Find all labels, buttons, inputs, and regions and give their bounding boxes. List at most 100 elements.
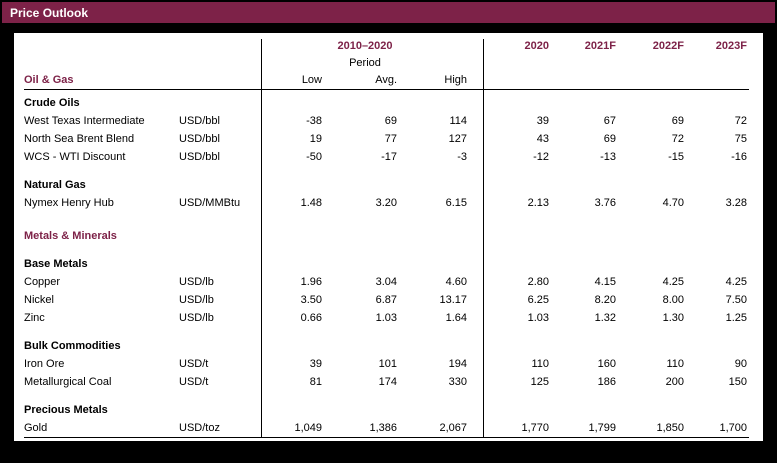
section-label: Precious Metals [24, 404, 108, 416]
value-cell: 69 [384, 115, 397, 127]
unit-label [179, 255, 261, 273]
year-header-2022f: 2022F [652, 40, 684, 52]
value-cell: 1,770 [521, 422, 549, 434]
title-bar: Price Outlook [2, 2, 775, 23]
value-cell: 0.66 [300, 312, 322, 324]
value-cell: 200 [665, 376, 684, 388]
value-cell: 194 [448, 358, 467, 370]
table-row-metallurgical-coal: Metallurgical Coal USD/t 81 174 330 125 186 200… [24, 373, 749, 391]
unit-label [179, 337, 261, 355]
table-row-nickel: Nickel USD/lb 3.50 6.87 13.17 6.25 8.20 8.00 7.5… [24, 291, 749, 309]
value-cell: 4.60 [445, 276, 467, 288]
value-cell: 75 [734, 133, 747, 145]
value-cell: 4.25 [725, 276, 747, 288]
commodity-name: Zinc [24, 312, 45, 324]
section-row-natural-gas: Natural Gas [24, 176, 749, 194]
divider-historical-columns [261, 39, 262, 437]
value-cell: -38 [306, 115, 322, 127]
value-cell: 160 [597, 358, 616, 370]
value-cell: 2,067 [439, 422, 467, 434]
commodity-name: Metallurgical Coal [24, 376, 112, 388]
value-cell: 39 [309, 358, 322, 370]
value-cell: 1.32 [594, 312, 616, 324]
unit-label: USD/MMBtu [179, 197, 241, 209]
unit-label: USD/lb [179, 312, 214, 324]
value-cell: 72 [734, 115, 747, 127]
value-cell: 4.70 [662, 197, 684, 209]
value-cell: 127 [448, 133, 467, 145]
header-row-columns: Oil & Gas Low Avg. High [24, 72, 749, 89]
divider-forecast-columns [483, 39, 484, 437]
commodity-name: Iron Ore [24, 358, 65, 370]
value-cell: 2.80 [527, 276, 549, 288]
value-cell: 19 [309, 133, 322, 145]
commodity-name: WCS - WTI Discount [24, 151, 126, 163]
value-cell: 81 [309, 376, 322, 388]
period-range-header: 2010–2020 [337, 40, 393, 52]
value-cell: 1,799 [588, 422, 616, 434]
value-cell: 39 [536, 115, 549, 127]
table-row-west-texas-intermediate: West Texas Intermediate USD/bbl -38 69 114 39… [24, 112, 749, 130]
value-cell: 1.25 [725, 312, 747, 324]
section-label: Bulk Commodities [24, 340, 121, 352]
value-cell: 6.25 [527, 294, 549, 306]
value-cell: 43 [536, 133, 549, 145]
value-cell: 1.96 [300, 276, 322, 288]
value-cell: 67 [603, 115, 616, 127]
table-body: Crude Oils West Texas Intermediate USD/bbl… [24, 94, 763, 437]
value-cell: -16 [731, 151, 747, 163]
year-header-2021f: 2021F [584, 40, 616, 52]
value-cell: 4.25 [662, 276, 684, 288]
value-cell: 69 [603, 133, 616, 145]
value-cell: 90 [734, 358, 747, 370]
value-cell: 1,049 [294, 422, 322, 434]
section-row-bulk-commodities: Bulk Commodities [24, 337, 749, 355]
value-cell: 101 [378, 358, 397, 370]
unit-label: USD/t [179, 358, 209, 370]
price-outlook-table: 2010–2020 2020 2021F 2022F 2023F Period … [14, 33, 763, 441]
value-cell: 110 [531, 358, 549, 370]
column-header-high: High [444, 74, 467, 86]
value-cell: 3.76 [594, 197, 616, 209]
value-cell: 1.30 [662, 312, 684, 324]
header-spacer [24, 38, 261, 55]
value-cell: 1,386 [369, 422, 397, 434]
value-cell: 1,700 [719, 422, 747, 434]
table-row-wcs-wti-discount: WCS - WTI Discount USD/bbl -50 -17 -3 -12 -13 -… [24, 148, 749, 166]
unit-label [179, 176, 261, 194]
unit-label: USD/lb [179, 294, 214, 306]
commodity-name: North Sea Brent Blend [24, 133, 135, 145]
year-header-2023f: 2023F [715, 40, 747, 52]
value-cell: 3.20 [375, 197, 397, 209]
page-title: Price Outlook [10, 5, 89, 20]
value-cell: -17 [381, 151, 397, 163]
header-row-period: Period [24, 55, 749, 72]
value-cell: 186 [597, 376, 616, 388]
unit-label [179, 227, 261, 245]
unit-label: USD/bbl [179, 115, 220, 127]
header-row-years: 2010–2020 2020 2021F 2022F 2023F [24, 38, 749, 55]
table-row-gold: Gold USD/toz 1,049 1,386 2,067 1,770 1,799 1,85… [24, 419, 749, 437]
value-cell: 3.28 [725, 197, 747, 209]
value-cell: 1.64 [445, 312, 467, 324]
unit-label: USD/lb [179, 276, 214, 288]
section-row-precious-metals: Precious Metals [24, 401, 749, 419]
column-header-low: Low [301, 74, 322, 86]
commodity-name: Gold [24, 422, 48, 434]
section-row-metals-minerals: Metals & Minerals [24, 227, 749, 245]
value-cell: 8.00 [662, 294, 684, 306]
year-header-2020: 2020 [524, 40, 549, 52]
section-row-crude-oils: Crude Oils [24, 94, 749, 112]
value-cell: 110 [666, 358, 684, 370]
value-cell: 1,850 [656, 422, 684, 434]
value-cell: -13 [600, 151, 616, 163]
value-cell: -12 [533, 151, 549, 163]
value-cell: 2.13 [527, 197, 549, 209]
table-row-nymex-henry-hub: Nymex Henry Hub USD/MMBtu 1.48 3.20 6.15 2.13… [24, 194, 749, 212]
section-row-base-metals: Base Metals [24, 255, 749, 273]
value-cell: 1.03 [375, 312, 397, 324]
section-label: Natural Gas [24, 179, 86, 191]
value-cell: 125 [530, 376, 549, 388]
unit-label: USD/bbl [179, 151, 220, 163]
